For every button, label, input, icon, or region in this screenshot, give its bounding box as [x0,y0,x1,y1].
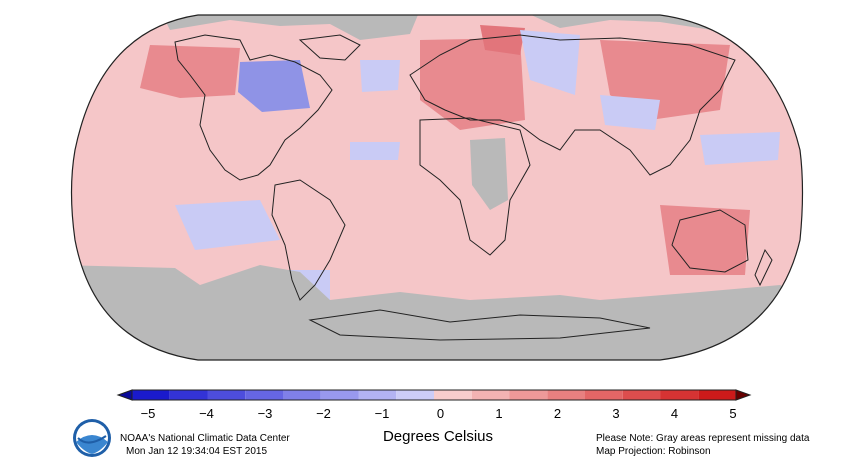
cool-china [600,95,660,130]
legend-arrow-low [116,389,133,401]
color-legend-bar [116,389,752,401]
missing-arctic [160,15,420,40]
globe-outline [70,14,804,361]
legend-tick-label: −4 [199,406,214,421]
cool-west-pacific [700,132,780,165]
legend-swatch [320,390,359,400]
legend-arrow-high [735,389,752,401]
cool-atlantic [350,142,400,160]
legend-swatch [547,390,585,400]
cool-central-asia [520,30,580,95]
cold-north-america [238,60,310,112]
credit-timestamp: Mon Jan 12 19:34:04 EST 2015 [126,446,268,457]
credit-org: NOAA's National Climatic Data Center [120,433,290,444]
cool-south-pacific [175,200,280,250]
legend-tick-label: 5 [729,406,737,421]
missing-data-note: Please Note: Gray areas represent missin… [596,433,810,444]
missing-africa [470,138,508,210]
legend-tick-label: 0 [436,406,445,421]
projection-note: Map Projection: Robinson [596,446,711,457]
legend-swatch [169,390,208,400]
cool-north-atlantic [360,60,400,92]
legend-swatch [585,390,623,400]
anomaly-field [71,15,803,360]
warm-alaska [140,45,240,98]
legend-swatch [660,390,699,400]
legend-tick-label: 4 [670,406,679,421]
warm-europe [420,38,525,130]
legend-swatch [509,390,548,400]
missing-arctic-east [520,15,720,30]
legend-swatch [358,390,397,400]
legend-swatch [207,390,246,400]
legend-tick-label: −5 [140,406,156,421]
legend-tick-label: 1 [495,406,503,421]
legend-tick-label: −2 [316,406,331,421]
legend-swatch [283,390,321,400]
legend-swatch [132,390,170,400]
legend-tick-label: −3 [257,406,273,421]
noaa-logo [73,419,111,457]
warm-scandinavia [480,25,525,55]
legend-swatch [622,390,661,400]
legend-tick-label: 2 [553,406,562,421]
legend-swatch [434,390,472,400]
coastlines [174,34,773,341]
legend-units-label: Degrees Celsius [382,428,494,445]
legend-swatch [245,390,283,400]
legend-swatch [698,390,736,400]
legend-border [131,389,737,401]
warm-australia [660,205,750,275]
legend-tick-label: 3 [612,406,620,421]
legend-tick-label: −1 [374,406,390,421]
missing-antarctic [71,265,803,360]
legend-swatch [471,390,510,400]
legend-swatch [396,390,434,400]
